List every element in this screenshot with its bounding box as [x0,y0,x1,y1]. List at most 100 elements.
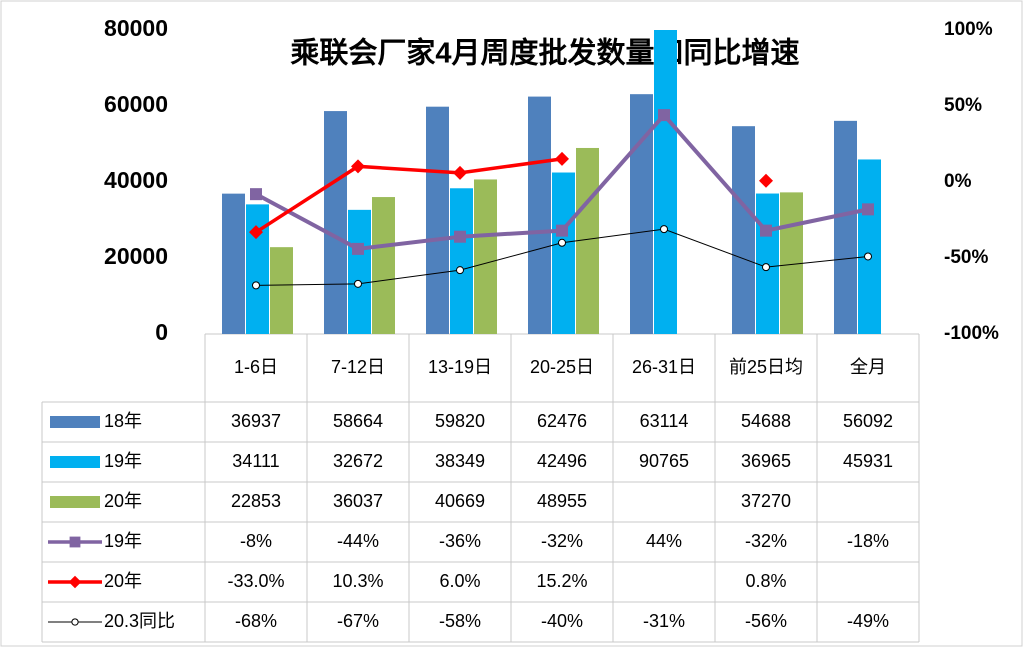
legend-swatch [50,496,100,508]
marker [250,188,262,201]
table-value: -44% [337,531,379,551]
marker [71,618,79,626]
table-value: 42496 [537,451,587,471]
table-value: 10.3% [332,571,383,591]
table-value: 63114 [640,411,689,431]
bar [630,94,653,334]
table-value: 36965 [741,451,791,471]
legend-label: 20年 [104,571,142,591]
y2-tick-label: -50% [944,247,988,268]
marker [660,225,668,234]
chart-title: 乘联会厂家4月周度批发数量和同比增速 [290,36,799,70]
x-tick-label: 全月 [850,357,886,377]
y-tick-label: 20000 [104,243,168,269]
marker [556,224,568,237]
legend-label: 18年 [104,411,142,431]
table-value: 0.8% [745,571,786,591]
bar [450,188,473,334]
bar [858,159,881,334]
table-value: 36037 [333,491,383,511]
bar [270,247,293,334]
table-value: -49% [847,611,889,631]
table-value: 59820 [435,411,485,431]
y2-tick-label: -100% [944,323,999,344]
x-tick-label: 7-12日 [331,357,385,377]
table-value: -33.0% [227,571,284,591]
x-tick-label: 1-6日 [234,357,278,377]
table-value: -8% [240,531,272,551]
table-value: -56% [745,611,787,631]
bar [834,120,857,334]
marker [252,281,260,290]
y2-tick-label: 0% [944,171,972,192]
bar [372,197,395,334]
marker [249,225,263,240]
marker [555,151,569,166]
x-tick-label: 前25日均 [729,357,803,377]
table-value: -40% [541,611,583,631]
bar [474,179,497,334]
table-value: 48955 [537,491,587,511]
table-value: -67% [337,611,379,631]
marker [351,159,365,174]
marker [453,165,467,180]
table-value: -36% [439,531,481,551]
table-value: 22853 [231,491,281,511]
table-value: -68% [235,611,277,631]
marker [454,230,466,243]
table-value: 40669 [435,491,485,511]
marker [864,252,872,261]
y-tick-label: 60000 [104,91,168,117]
legend-label: 19年 [104,451,142,471]
table-value: 38349 [435,451,485,471]
x-tick-label: 13-19日 [428,357,492,377]
bar [732,126,755,334]
table-value: 56092 [843,411,893,431]
table-value: 90765 [639,451,689,471]
bar [222,193,245,334]
table-value: 62476 [537,411,587,431]
table-value: 44% [646,531,682,551]
bar [654,30,677,334]
bar [426,106,449,334]
table-value: -31% [643,611,685,631]
x-tick-label: 26-31日 [632,357,696,377]
y-tick-label: 40000 [104,167,168,193]
marker [762,263,770,272]
legend-swatch [50,416,100,428]
table-value: 37270 [741,491,791,511]
bar [324,111,347,334]
table-value: -58% [439,611,481,631]
bar [528,96,551,334]
y2-tick-label: 100% [944,19,993,40]
table-value: 15.2% [536,571,587,591]
table-value: 6.0% [439,571,480,591]
table-value: 34111 [232,451,279,471]
legend-label: 20.3同比 [104,611,175,631]
table-value: -18% [847,531,889,551]
marker [658,109,670,122]
table-value: 54688 [741,411,791,431]
legend-label: 19年 [104,531,142,551]
marker [862,203,874,216]
bar [246,204,269,334]
bar [552,172,575,334]
marker [456,266,464,275]
y2-tick-label: 50% [944,95,982,116]
y-tick-label: 80000 [104,15,168,41]
table-value: 36937 [231,411,281,431]
y-tick-label: 0 [155,319,168,345]
marker [69,536,81,548]
table-value: -32% [541,531,583,551]
table-value: 58664 [333,411,383,431]
plot-area [222,30,881,334]
marker [354,279,362,288]
marker [558,238,566,247]
marker [352,242,364,255]
marker [68,575,82,589]
legend-label: 20年 [104,491,142,511]
bar [348,209,371,334]
table-value: -32% [745,531,787,551]
